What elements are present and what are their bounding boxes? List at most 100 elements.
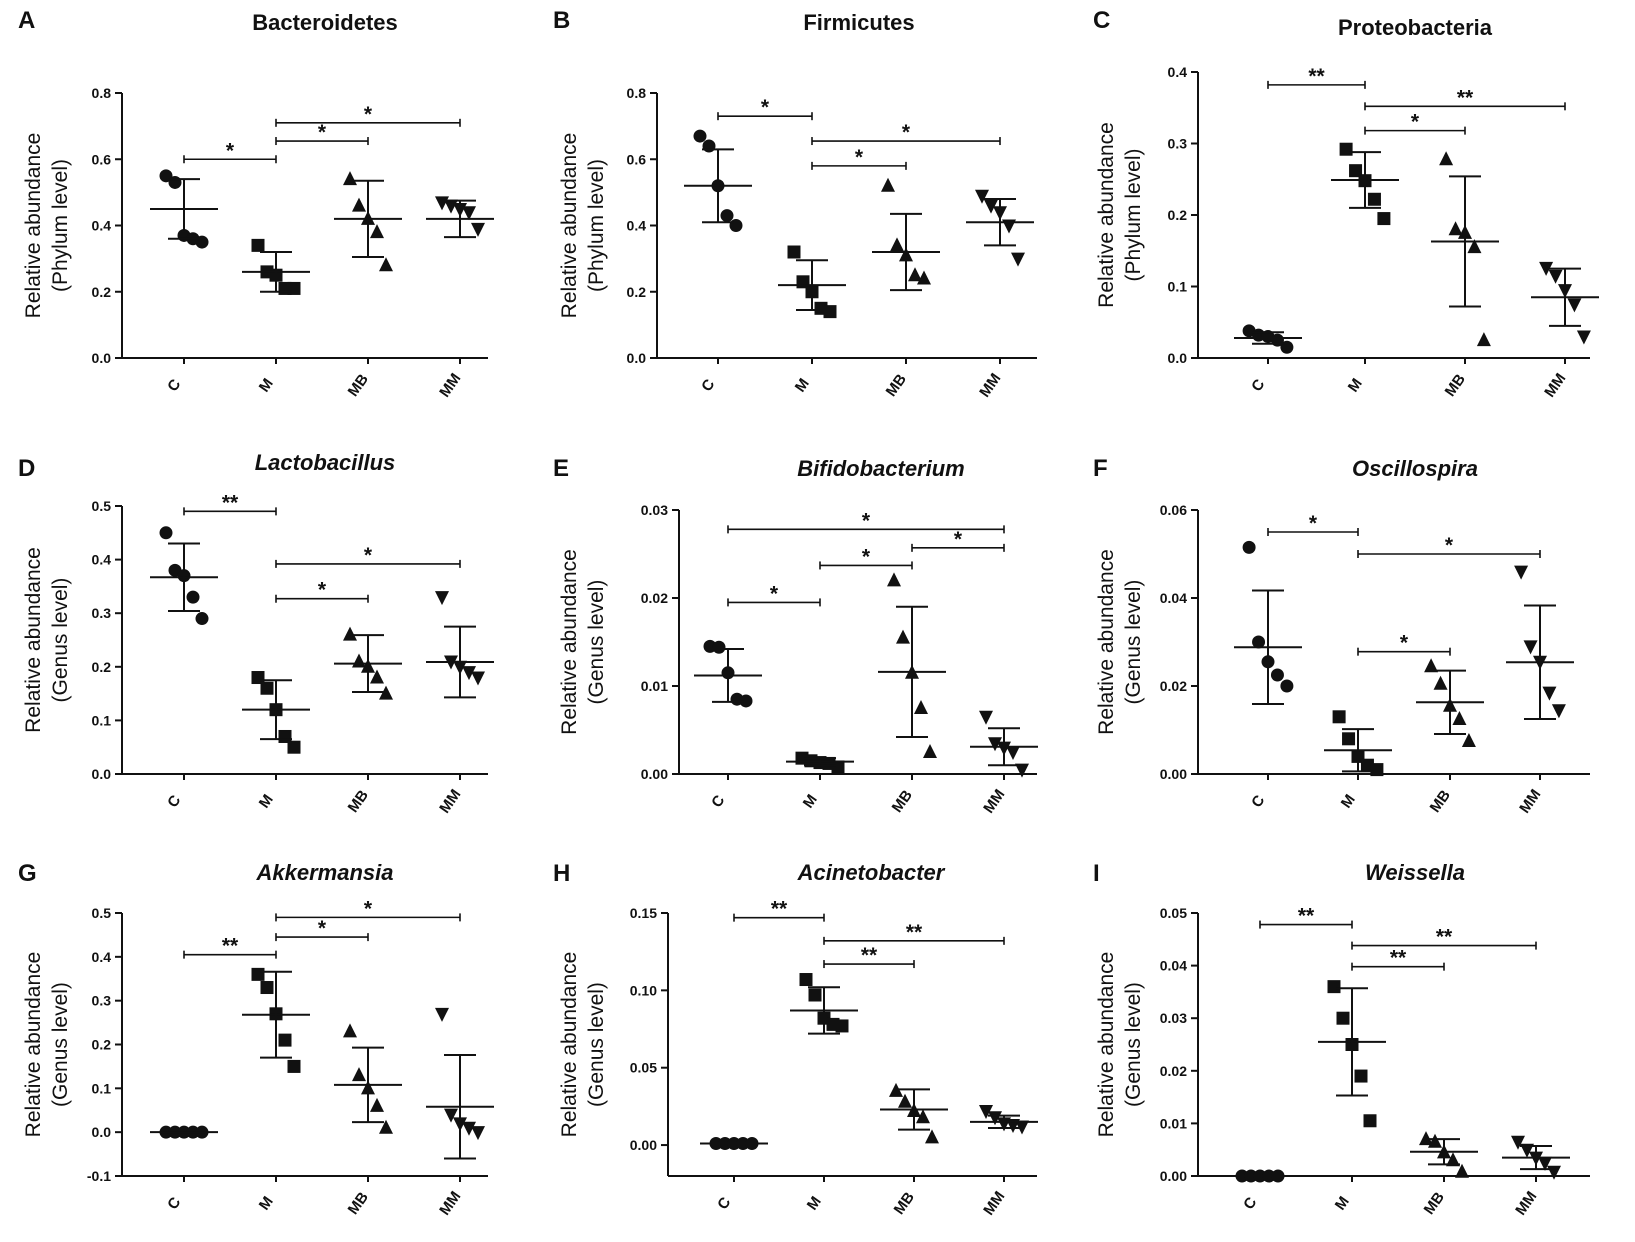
x-tick-label: M: [1332, 1193, 1353, 1213]
data-point-triangle-up: [1455, 1163, 1469, 1178]
data-point-triangle-up: [1467, 239, 1482, 254]
x-tick-label: MB: [889, 787, 916, 816]
data-point-triangle-down: [1520, 1143, 1534, 1158]
x-tick-label: MM: [976, 370, 1004, 400]
data-point-triangle-up: [1419, 1131, 1433, 1146]
y-tick-label: 0.06: [1160, 502, 1187, 518]
y-axis-label: Relative abundance: [558, 549, 581, 735]
panel-title: Firmicutes: [803, 10, 914, 35]
significance-label: *: [862, 509, 871, 532]
panel-title: Acinetobacter: [797, 860, 946, 885]
data-point-circle: [168, 175, 182, 189]
significance-label: **: [771, 898, 788, 921]
data-point-circle: [186, 590, 200, 604]
y-axis-label: Relative abundance: [22, 547, 45, 733]
data-point-square: [260, 981, 274, 995]
y-axis-sublabel: (Phylum level): [1122, 148, 1145, 281]
x-tick-label: MM: [1512, 1188, 1540, 1218]
data-point-triangle-down: [1006, 746, 1020, 760]
significance-label: **: [1436, 926, 1453, 949]
y-tick-label: 0.02: [1160, 678, 1187, 694]
y-tick-label: 0.0: [627, 350, 647, 366]
data-point-triangle-down: [462, 206, 476, 221]
data-point-triangle-up: [1439, 151, 1454, 166]
data-point-square: [1336, 1011, 1350, 1025]
data-point-triangle-up: [890, 237, 904, 252]
y-tick-label: 0.8: [627, 85, 647, 101]
y-tick-label: 0.2: [92, 284, 112, 300]
data-point-square: [1363, 1114, 1377, 1128]
x-tick-label: MB: [345, 787, 372, 816]
data-point-triangle-down: [1539, 261, 1554, 276]
y-axis-label: Relative abundance: [1095, 952, 1118, 1138]
x-tick-label: C: [714, 1194, 734, 1213]
panel-a: A Bacteroidetes Relative abundance (Phylum …: [18, 7, 494, 401]
significance-label: **: [222, 935, 239, 958]
y-tick-label: 0.03: [641, 502, 668, 518]
x-tick-label: MB: [891, 1189, 918, 1218]
data-point-circle: [1280, 679, 1294, 693]
data-point-triangle-up: [889, 1082, 903, 1097]
data-point-square: [799, 973, 813, 987]
data-point-triangle-up: [1446, 1152, 1460, 1167]
y-axis-sublabel: (Genus level): [1122, 580, 1145, 705]
data-point-triangle-down: [435, 591, 449, 606]
y-tick-label: 0.1: [92, 1080, 112, 1096]
panel-title: Oscillospira: [1352, 456, 1478, 481]
x-tick-label: M: [792, 375, 813, 395]
y-tick-label: 0.02: [641, 590, 668, 606]
data-point-triangle-up: [352, 197, 366, 212]
significance-label: **: [222, 491, 239, 514]
panel-g: G Akkermansia Relative abundance (Genus lev…: [18, 860, 494, 1219]
data-point-triangle-down: [1542, 686, 1557, 701]
y-tick-label: 0.1: [1168, 279, 1188, 295]
panel-c: C Proteobacteria Relative abundance (Phylum…: [1093, 7, 1599, 401]
data-point-triangle-up: [898, 1093, 912, 1108]
data-point-square: [1367, 192, 1381, 206]
data-point-triangle-up: [887, 572, 901, 587]
panel-title: Lactobacillus: [255, 450, 396, 475]
x-tick-label: MB: [345, 1189, 372, 1218]
x-tick-label: MB: [883, 371, 910, 400]
data-point-triangle-down: [979, 1105, 993, 1120]
y-tick-label: 0.04: [1160, 590, 1187, 606]
x-tick-label: M: [256, 791, 277, 811]
significance-label: **: [1308, 65, 1325, 88]
data-point-circle: [1252, 635, 1266, 649]
significance-label: *: [226, 139, 235, 162]
x-tick-label: M: [1345, 375, 1366, 395]
significance-label: *: [770, 582, 779, 605]
y-tick-label: 0.05: [1160, 905, 1187, 921]
data-point-triangle-down: [1551, 704, 1566, 719]
panel-d: D Lactobacillus Relative abundance (Genus l…: [18, 450, 494, 817]
x-tick-label: C: [1240, 1194, 1260, 1213]
panel-letter: E: [553, 455, 569, 482]
panel-letter: C: [1093, 7, 1110, 34]
panel-title: Proteobacteria: [1338, 15, 1493, 40]
significance-label: **: [1390, 947, 1407, 970]
x-tick-label: MM: [436, 786, 464, 816]
x-tick-label: C: [164, 1194, 184, 1213]
data-point-triangle-down: [1576, 330, 1591, 345]
data-point-triangle-up: [1433, 675, 1448, 690]
data-point-circle: [1270, 668, 1284, 682]
x-tick-label: MM: [436, 1188, 464, 1218]
data-point-triangle-down: [471, 671, 485, 686]
data-point-circle: [739, 694, 753, 708]
panel-e: E Bifidobacterium Relative abundance (Genus…: [553, 455, 1038, 817]
panel-h: H Acinetobacter Relative abundance (Genus l…: [553, 860, 1038, 1219]
y-tick-label: 0.04: [1160, 958, 1187, 974]
y-axis-label: Relative abundance: [558, 133, 581, 319]
data-point-triangle-down: [1011, 252, 1025, 267]
x-tick-label: C: [1248, 792, 1268, 811]
data-point-triangle-up: [343, 171, 357, 186]
data-point-square: [278, 1033, 292, 1047]
x-tick-label: C: [698, 376, 718, 395]
data-point-circle: [720, 209, 734, 223]
data-point-circle: [693, 129, 707, 143]
x-tick-label: MB: [1427, 787, 1454, 816]
y-axis-sublabel: (Genus level): [1122, 982, 1145, 1107]
data-point-square: [1377, 212, 1391, 226]
significance-label: *: [902, 121, 911, 144]
y-tick-label: 0.02: [1160, 1063, 1187, 1079]
